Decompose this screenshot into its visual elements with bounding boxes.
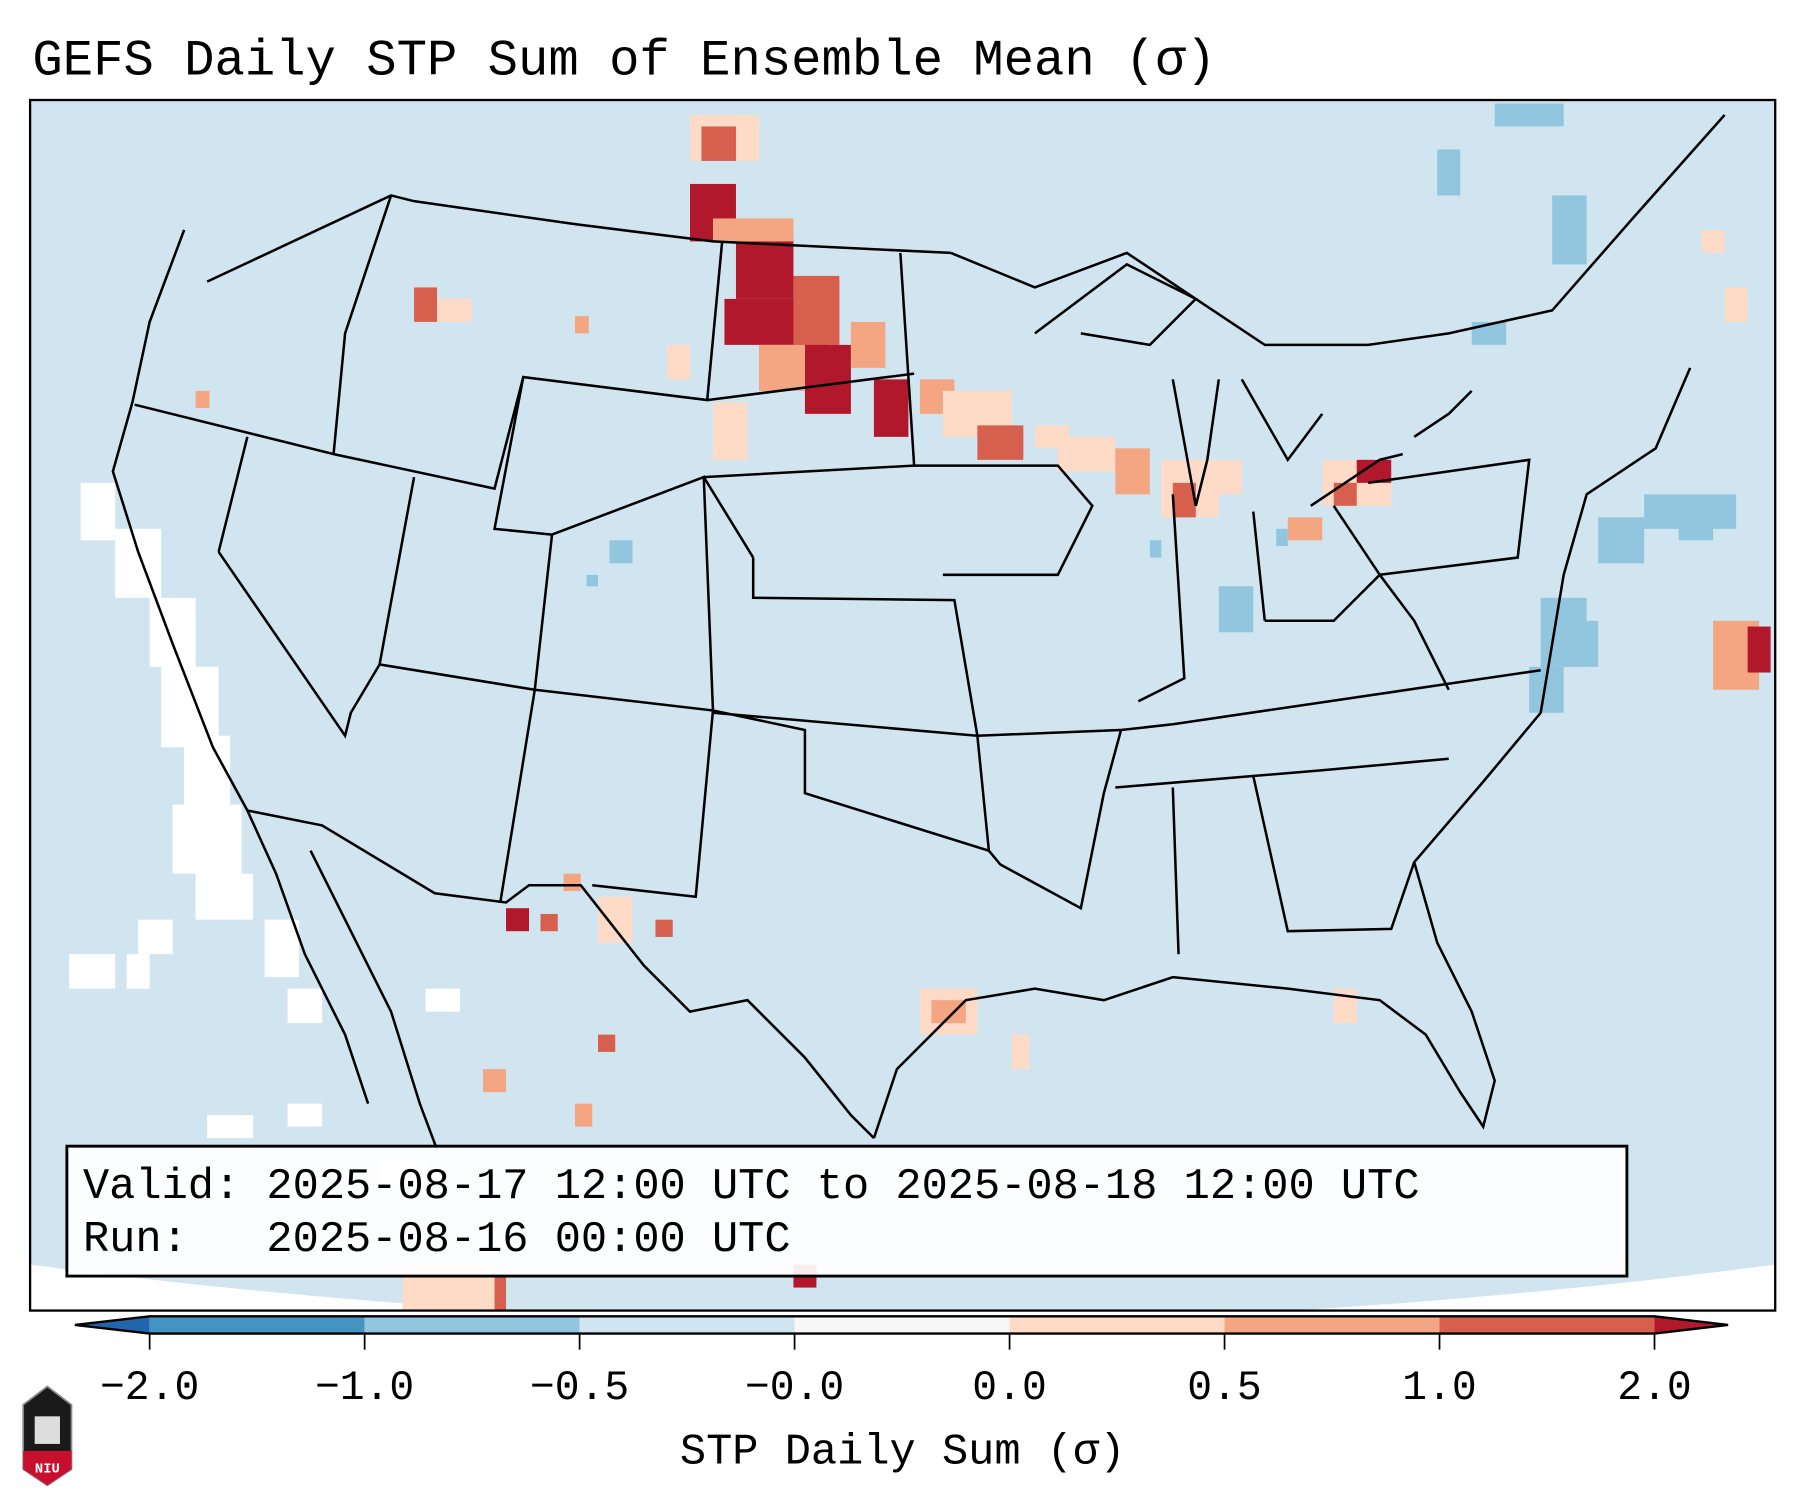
colorbar-extend-max [1654, 1316, 1729, 1334]
boundaries [111, 114, 1726, 1151]
stp-cell [655, 919, 673, 937]
stp-cell [1172, 482, 1196, 518]
stp-cell [1678, 505, 1714, 541]
colorbar-segment [1224, 1316, 1440, 1334]
stp-cell [712, 402, 748, 460]
stp-cell [1057, 436, 1116, 472]
stp-cell [1552, 195, 1587, 265]
stp-cell [931, 1000, 966, 1024]
stp-cell [506, 908, 530, 932]
baja [309, 850, 439, 1151]
stp-cell [563, 873, 581, 891]
stp-cell [586, 574, 599, 587]
stp-cell [873, 379, 909, 437]
off-projection-area [30, 1264, 1776, 1311]
stp-cell [1115, 448, 1150, 495]
colorbar-tick-label: 0.5 [1187, 1366, 1262, 1412]
stp-cell [712, 218, 794, 242]
colorbar-tick-label: −0.0 [745, 1366, 844, 1412]
stp-cell [1011, 1034, 1030, 1070]
stp-cell [1356, 459, 1392, 483]
stp-cell [287, 988, 323, 1024]
chart-title: GEFS Daily STP Sum of Ensemble Mean (σ) [32, 34, 1216, 91]
stp-cell [1207, 459, 1242, 495]
stp-cell [149, 597, 196, 667]
stp-cell [1287, 517, 1323, 541]
stp-cell [850, 321, 886, 368]
map-panel [30, 100, 1776, 1311]
stp-cell [793, 275, 840, 345]
stp-cell [195, 873, 254, 920]
colorbar-segment [794, 1316, 1010, 1334]
stp-cell [287, 1103, 323, 1127]
colorbar-segment [1439, 1316, 1655, 1334]
stp-cell [758, 344, 805, 391]
colorbar-tick-label: −2.0 [100, 1366, 199, 1412]
stp-cell [69, 954, 116, 989]
colorbar [74, 1315, 1729, 1350]
stp-cell [1724, 287, 1748, 322]
stp-cell [1747, 626, 1771, 673]
stp-cell [1494, 103, 1564, 127]
stp-cell [126, 954, 150, 989]
stp-cell [437, 298, 472, 322]
stp-cell [414, 287, 438, 322]
run-time-text: Run: 2025-08-16 00:00 UTC [83, 1216, 791, 1265]
colorbar-segment [364, 1316, 580, 1334]
colorbar-segment [1009, 1316, 1225, 1334]
stp-cell [1333, 482, 1357, 506]
stp-cell [804, 344, 851, 414]
stp-cell [161, 666, 219, 748]
west-coast [111, 229, 370, 1105]
stp-cell [207, 1115, 254, 1139]
niu-logo: NIU [22, 1385, 73, 1487]
colorbar-tick-label: 2.0 [1617, 1366, 1691, 1412]
mexico-border [247, 809, 875, 1140]
stp-cell [195, 390, 210, 409]
canada-border [206, 194, 951, 283]
colorbar-tick-label: −1.0 [315, 1366, 414, 1412]
stp-cell [1276, 528, 1288, 547]
svg-text:NIU: NIU [35, 1463, 60, 1478]
stp-cell [609, 540, 633, 564]
state-lines-b [702, 458, 1541, 955]
stp-cell [666, 344, 690, 380]
stp-cell [1701, 229, 1725, 253]
stp-cell [977, 425, 1024, 460]
stp-cell [598, 896, 633, 943]
stp-cell [80, 482, 116, 541]
stp-cell [483, 1069, 507, 1093]
stp-cell [598, 1034, 616, 1052]
great-lakes [1034, 262, 1473, 507]
map-frame [28, 98, 1777, 1312]
stp-cell [115, 528, 162, 598]
stp-cell [425, 988, 461, 1012]
colorbar-label: STP Daily Sum (σ) [680, 1428, 1126, 1477]
stp-cell [1437, 149, 1461, 196]
stp-cell [575, 1103, 593, 1127]
canada-east [950, 114, 1726, 347]
info-box: Valid: 2025-08-17 12:00 UTC to 2025-08-1… [65, 1144, 1629, 1278]
colorbar-extend-min [74, 1316, 150, 1334]
stp-cell [701, 126, 736, 161]
colorbar-tick-label: 1.0 [1402, 1366, 1476, 1412]
stp-cell [1149, 540, 1162, 558]
stp-cell [1218, 586, 1254, 633]
colorbar-ticks: −2.0 −1.0 −0.5 −0.0 0.0 0.5 1.0 2.0 [100, 1366, 1692, 1412]
stp-cell [172, 804, 242, 874]
gulf-coast [872, 367, 1692, 1139]
colorbar-segment [579, 1316, 795, 1334]
stp-cell [1563, 620, 1599, 667]
stp-cell [575, 316, 589, 334]
colorbar-segment [149, 1316, 365, 1334]
colorbar-tick-label: 0.0 [972, 1366, 1047, 1412]
stp-cell [264, 919, 300, 978]
colorbar-tick-label: −0.5 [530, 1366, 629, 1412]
stp-cell [138, 919, 173, 955]
stp-cell [1598, 517, 1645, 564]
stp-cell [540, 913, 558, 932]
valid-time-text: Valid: 2025-08-17 12:00 UTC to 2025-08-1… [83, 1163, 1420, 1212]
